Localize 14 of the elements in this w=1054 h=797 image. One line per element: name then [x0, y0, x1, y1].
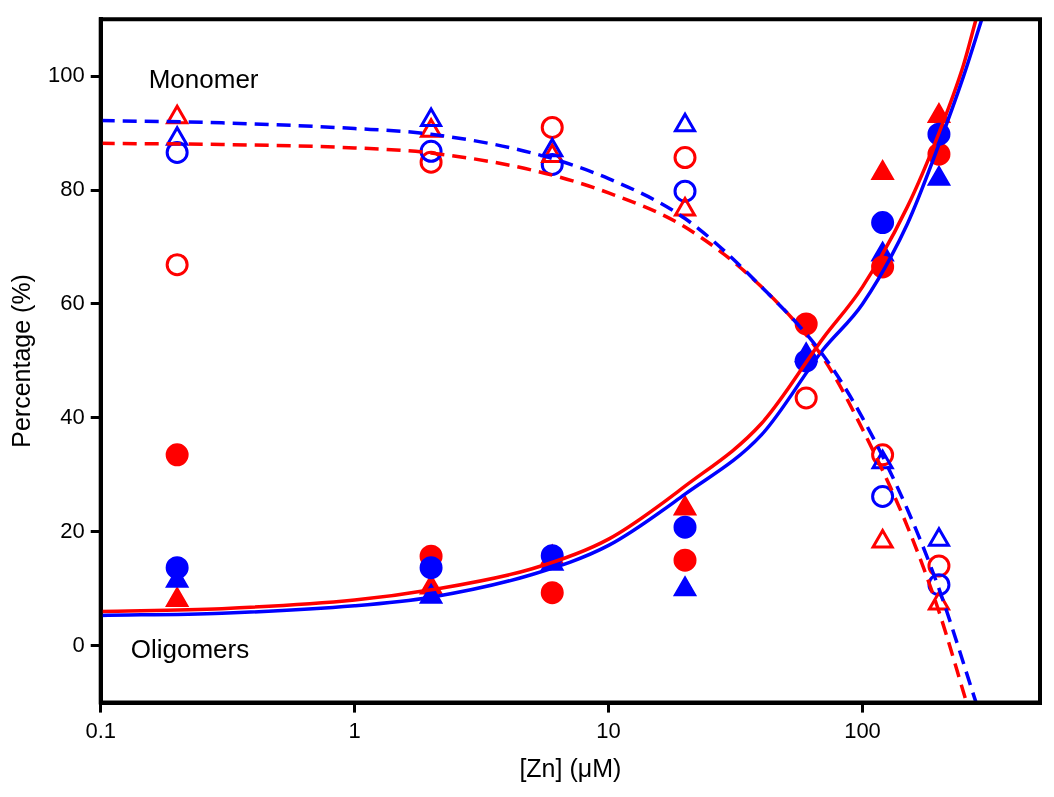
y-tick-label: 0 [72, 631, 85, 657]
y-tick-label: 20 [60, 517, 85, 543]
y-tick-label: 80 [60, 176, 85, 202]
y-tick-label: 60 [60, 290, 85, 316]
x-axis-title: [Zn] (μM) [519, 753, 622, 782]
annotation: Monomer [148, 64, 259, 95]
x-tick-label: 0.1 [85, 717, 116, 743]
x-tick-label: 1 [348, 717, 361, 743]
y-tick-label: 100 [47, 62, 85, 88]
x-tick-label: 10 [596, 717, 621, 743]
y-tick-label: 40 [60, 403, 85, 429]
x-tick-label: 100 [844, 717, 881, 743]
y-axis-title: Percentage (%) [6, 274, 35, 448]
annotation: Oligomers [130, 633, 250, 664]
